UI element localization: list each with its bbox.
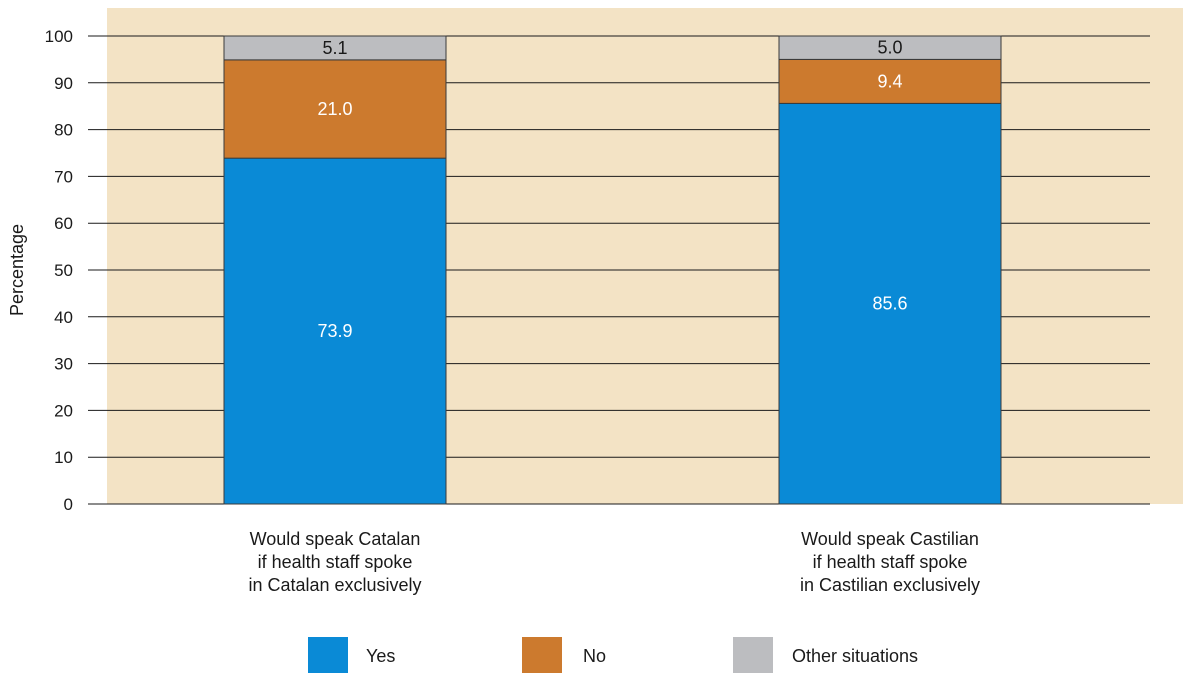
legend-swatch-yes <box>308 637 348 673</box>
data-label: 9.4 <box>877 71 902 91</box>
y-tick-label: 10 <box>54 448 73 467</box>
y-tick-label: 20 <box>54 401 73 420</box>
legend-swatch-no <box>522 637 562 673</box>
category-label: Would speak Castilian if health staff spo… <box>800 529 980 595</box>
bar-segment-other-situations <box>223 35 447 61</box>
legend-label: Other situations <box>792 646 918 666</box>
legend-swatch-other-situations <box>733 637 773 673</box>
bar-segment-yes <box>778 102 1002 505</box>
legend-label: No <box>583 646 606 666</box>
y-tick-label: 30 <box>54 355 73 374</box>
data-label: 5.0 <box>877 38 902 58</box>
y-tick-label: 90 <box>54 74 73 93</box>
bar-segment-no <box>223 59 447 159</box>
y-tick-label: 80 <box>54 121 73 140</box>
y-axis-title: Percentage <box>7 224 27 316</box>
y-tick-label: 60 <box>54 214 73 233</box>
y-tick-label: 50 <box>54 261 73 280</box>
bar-segment-other-situations <box>778 35 1002 60</box>
data-label: 73.9 <box>317 321 352 341</box>
legend-label: Yes <box>366 646 395 666</box>
y-tick-label: 40 <box>54 308 73 327</box>
category-label: Would speak Catalan if health staff spoke… <box>248 529 421 595</box>
y-tick-label: 70 <box>54 167 73 186</box>
data-label: 5.1 <box>322 38 347 58</box>
bar-segment-yes <box>223 157 447 505</box>
y-tick-label: 100 <box>45 27 73 46</box>
y-tick-label: 0 <box>64 495 73 514</box>
data-label: 85.6 <box>872 294 907 314</box>
data-label: 21.0 <box>317 99 352 119</box>
bar-segment-no <box>778 58 1002 104</box>
